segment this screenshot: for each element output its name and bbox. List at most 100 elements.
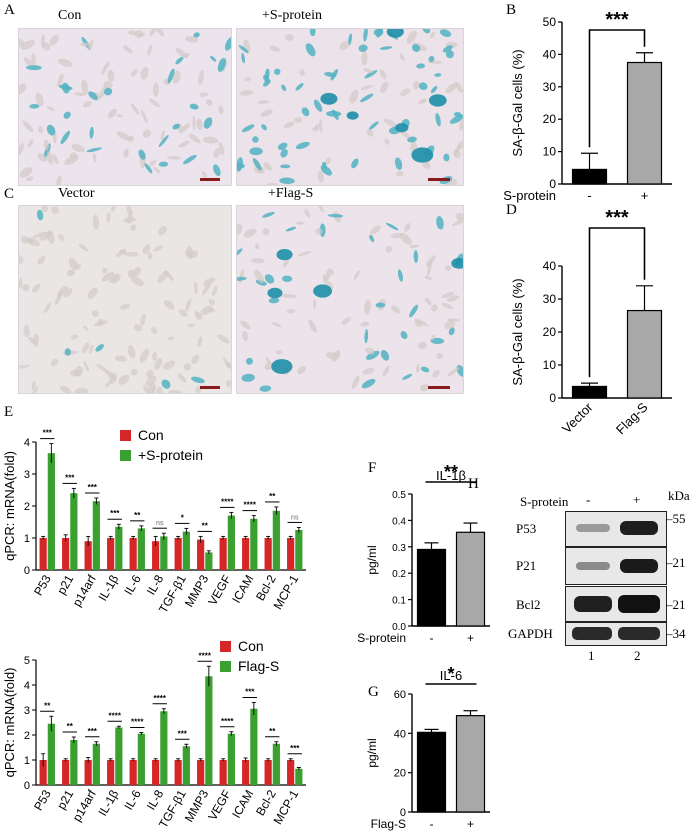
cell xyxy=(64,348,71,356)
cell xyxy=(269,45,280,52)
cell xyxy=(182,154,197,165)
cell xyxy=(200,305,213,316)
cell xyxy=(101,61,110,75)
category-label: VEGF xyxy=(205,788,233,823)
blot-marker-55-value: 55 xyxy=(672,511,686,526)
cell xyxy=(304,208,311,218)
cell xyxy=(327,213,344,218)
blot-row-p21: P21 xyxy=(516,558,537,573)
cell xyxy=(224,37,231,51)
cell xyxy=(185,298,192,312)
cell xyxy=(225,380,231,388)
cell xyxy=(305,43,316,57)
cell xyxy=(249,147,263,156)
category-label: p21 xyxy=(54,572,76,597)
cell xyxy=(279,177,295,185)
y-tick-label: 0.2 xyxy=(392,569,406,580)
y-tick-label: 20 xyxy=(543,325,557,339)
cell xyxy=(158,225,167,236)
cell xyxy=(25,176,34,181)
cell xyxy=(375,302,386,308)
cell xyxy=(262,211,275,218)
chart-f-il1b: 0.0 0.1 0.2 0.3 0.4 0.5 - + ** pg/ml S-protein IL-1… xyxy=(357,462,490,645)
cell xyxy=(319,119,323,133)
y-tick-label: 2 xyxy=(24,501,30,513)
cell xyxy=(301,107,310,117)
blot-marker-34-value: 34 xyxy=(672,626,686,641)
cell xyxy=(148,98,160,108)
cell xyxy=(83,360,90,373)
cell xyxy=(59,385,72,393)
cell xyxy=(178,140,190,148)
bar-Flag-S-10 xyxy=(272,743,280,785)
bar-Con-1 xyxy=(62,538,70,570)
cell xyxy=(212,286,218,297)
blot-marker-34: –34 xyxy=(666,626,686,641)
cell xyxy=(189,103,199,110)
bar-Flag-S-5 xyxy=(160,711,168,785)
cell xyxy=(363,68,373,74)
cell xyxy=(426,261,432,276)
cell xyxy=(430,31,436,39)
cell xyxy=(88,344,94,355)
cell xyxy=(444,320,455,330)
cell xyxy=(243,228,257,238)
cell xyxy=(299,69,305,76)
cell xyxy=(105,370,117,380)
cell xyxy=(23,57,32,66)
cell xyxy=(26,65,42,71)
bar-Con-4 xyxy=(129,760,137,785)
cell xyxy=(107,69,115,82)
cell xyxy=(412,80,420,90)
y-tick-label: 4 xyxy=(24,680,30,692)
cell xyxy=(446,295,460,302)
panel-letter-a: A xyxy=(4,2,15,18)
x-axis-label: S-protein xyxy=(503,188,556,203)
cell xyxy=(124,251,139,257)
cell xyxy=(390,233,403,239)
bar-Con-5 xyxy=(152,760,160,785)
cell xyxy=(105,380,112,388)
cell xyxy=(19,143,25,157)
cell xyxy=(149,159,157,167)
senescent-cell xyxy=(451,257,463,269)
cell xyxy=(194,310,200,320)
bar-Con-3 xyxy=(107,760,115,785)
cell xyxy=(89,126,94,139)
cell xyxy=(19,364,30,369)
cell xyxy=(28,336,36,345)
cell xyxy=(324,72,337,78)
cell xyxy=(111,206,116,212)
cell xyxy=(451,218,463,227)
blot-row-bcl2: Bcl2 xyxy=(516,597,541,612)
cell xyxy=(277,142,288,150)
cell xyxy=(396,170,404,177)
cell xyxy=(44,302,52,314)
cell xyxy=(237,163,245,170)
category-label: Vector xyxy=(559,399,596,436)
senescent-cell xyxy=(276,249,293,261)
cell xyxy=(441,292,455,299)
bar-Con-10 xyxy=(264,760,272,785)
bar-+S-protein-3 xyxy=(115,526,123,570)
bar-Flag-S-0 xyxy=(47,723,55,785)
cell xyxy=(134,324,143,332)
significance-label: ** xyxy=(67,722,74,731)
cell xyxy=(390,305,401,314)
cell xyxy=(178,309,188,317)
cell xyxy=(202,282,211,295)
cell xyxy=(445,265,452,271)
category-label: P53 xyxy=(31,572,54,598)
cell xyxy=(286,309,296,314)
cell xyxy=(210,55,217,62)
bar-+S-protein-7 xyxy=(205,552,213,570)
cell xyxy=(363,29,368,42)
y-tick-label: 0.0 xyxy=(392,622,406,633)
cell xyxy=(126,206,133,215)
y-tick-label: 0 xyxy=(24,565,30,577)
cell xyxy=(380,350,390,361)
cell xyxy=(74,387,89,393)
cell xyxy=(382,365,390,377)
cell xyxy=(73,92,86,97)
category-label: p14arf xyxy=(70,787,99,824)
